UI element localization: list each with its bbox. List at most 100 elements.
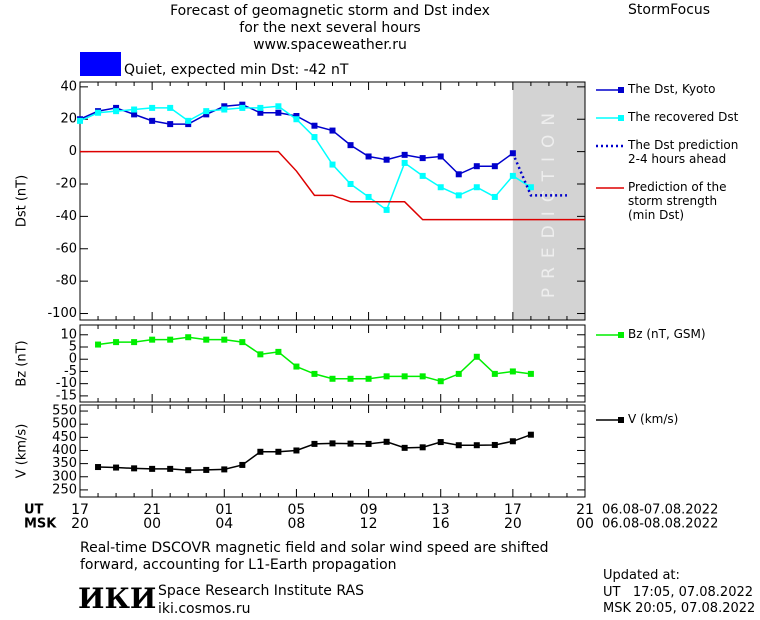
site: iki.cosmos.ru [158, 601, 251, 617]
point [401, 444, 408, 451]
point [95, 109, 102, 116]
y-tick-label: 300 [52, 469, 77, 484]
x-tick-label-msk: 04 [215, 516, 233, 532]
point [419, 373, 426, 380]
point [149, 336, 156, 343]
point [167, 121, 174, 128]
point [257, 109, 264, 116]
status: Quiet, expected min Dst: -42 nT [124, 62, 349, 78]
band-label: PREDICTION [539, 104, 559, 298]
point [221, 103, 228, 110]
x-tick-label: 13 [432, 502, 450, 518]
point [149, 465, 156, 472]
point [221, 336, 228, 343]
x-tick-label: 01 [215, 502, 233, 518]
point [455, 442, 462, 449]
y-tick-label: 10 [60, 327, 77, 342]
point [167, 336, 174, 343]
y-tick-label: 500 [52, 417, 77, 432]
point [419, 155, 426, 162]
point [203, 336, 210, 343]
status-swatch [80, 52, 121, 76]
point [383, 438, 390, 445]
y-tick-label: 20 [60, 112, 77, 127]
point [383, 206, 390, 213]
plot-frame [79, 404, 586, 498]
y-tick-label: 0 [69, 352, 77, 367]
point [95, 341, 102, 348]
point [113, 108, 120, 115]
x-tick-label-msk: 00 [576, 516, 594, 532]
x-tick-label-msk: 08 [288, 516, 306, 532]
point [293, 363, 300, 370]
point [203, 111, 210, 118]
x-tick-label-msk: 20 [504, 516, 522, 532]
point [419, 172, 426, 179]
point [257, 448, 264, 455]
logo: ИКИ [78, 582, 157, 615]
point [239, 461, 246, 468]
point [329, 375, 336, 382]
legend-marker [618, 332, 624, 338]
point [347, 375, 354, 382]
axis-row-label: UT [24, 503, 44, 518]
y-tick-label: -5 [64, 364, 77, 379]
point [131, 111, 138, 118]
point [257, 351, 264, 358]
point [221, 106, 228, 113]
point [401, 373, 408, 380]
y-axis-label: Dst (nT) [15, 175, 30, 227]
point [149, 117, 156, 124]
x-tick-label-msk: 12 [360, 516, 378, 532]
point [491, 441, 498, 448]
x-tick-label: 05 [288, 502, 306, 518]
y-tick-label: 350 [52, 456, 77, 471]
point [131, 465, 138, 472]
point [527, 184, 534, 191]
y-tick-label: 550 [52, 404, 77, 419]
y-axis-label: V (km/s) [15, 424, 30, 479]
point [473, 353, 480, 360]
point [401, 159, 408, 166]
point [473, 442, 480, 449]
point [275, 348, 282, 355]
y-tick-label: -60 [56, 241, 77, 256]
point [293, 447, 300, 454]
point [95, 464, 102, 471]
point [311, 370, 318, 377]
point [365, 153, 372, 160]
point [437, 439, 444, 446]
series-line [98, 433, 532, 471]
point [347, 142, 354, 149]
y-tick-label: -100 [47, 306, 77, 321]
point [275, 109, 282, 116]
plot-frame [79, 81, 586, 321]
point [311, 440, 318, 447]
legend-label: The recovered Dst [628, 110, 739, 124]
point [437, 378, 444, 385]
point [329, 440, 336, 447]
point [239, 339, 246, 346]
y-tick-label: 5 [69, 340, 77, 355]
y-tick-label: 450 [52, 430, 77, 445]
point [491, 193, 498, 200]
point [419, 444, 426, 451]
y-tick-label: -10 [56, 376, 77, 391]
point [293, 113, 300, 119]
point [329, 127, 336, 134]
point [473, 184, 480, 191]
point [509, 172, 516, 179]
y-tick-label: 40 [60, 79, 77, 94]
legend-marker [618, 87, 624, 93]
point [347, 181, 354, 187]
point [383, 373, 390, 380]
legend-label: The Dst prediction 2-4 hours ahead [628, 138, 739, 166]
point [203, 466, 210, 473]
point [185, 117, 192, 124]
updated-ut: UT 17:05, 07.08.2022 [603, 585, 754, 600]
point [347, 440, 354, 447]
point [257, 104, 264, 111]
y-tick-label: 0 [69, 144, 77, 159]
series-line [80, 150, 585, 221]
